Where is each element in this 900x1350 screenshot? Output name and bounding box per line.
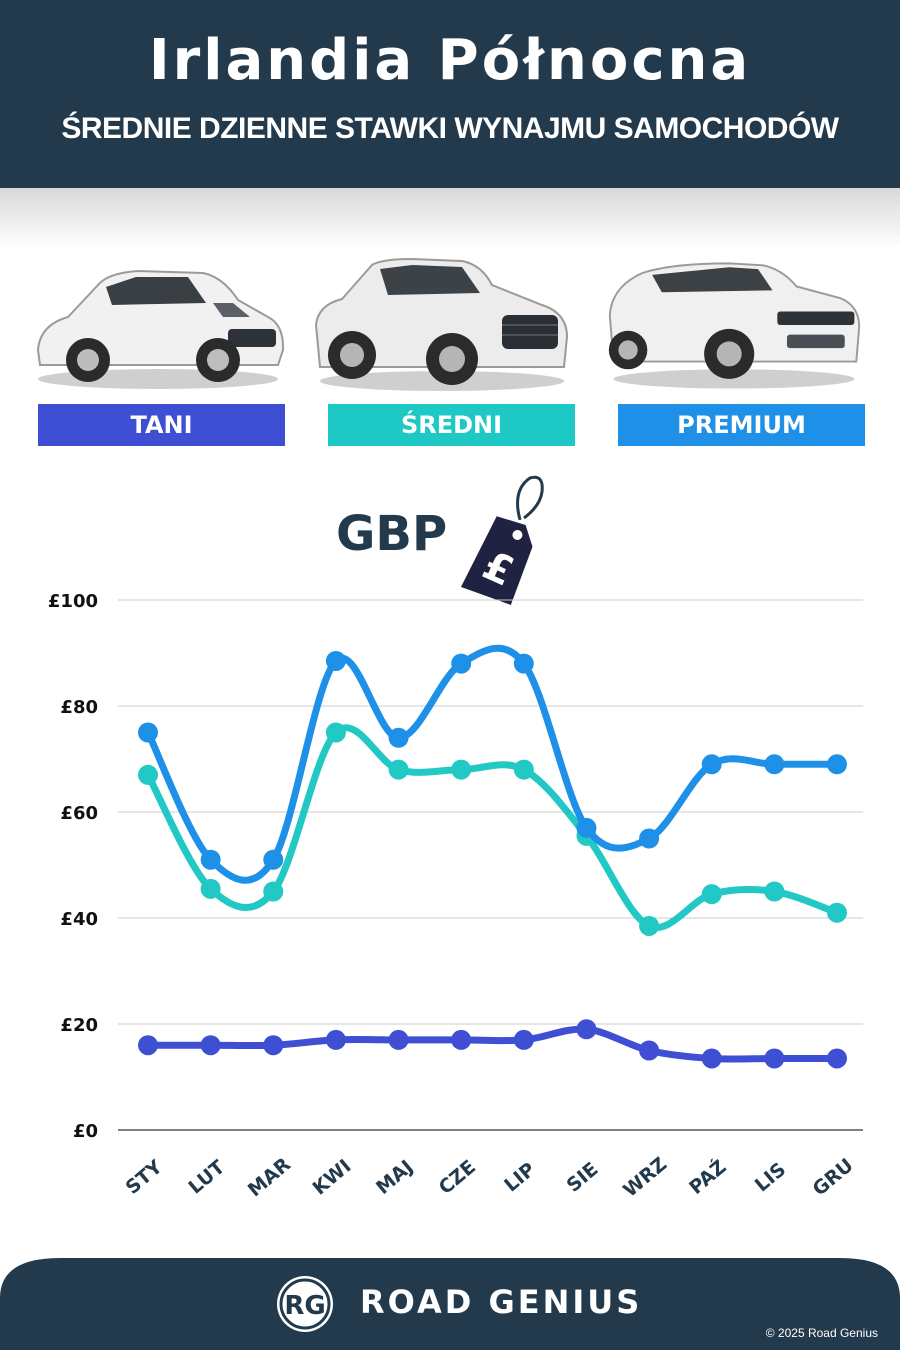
copyright-text: © 2025 Road Genius xyxy=(765,1326,878,1340)
series-line-tani xyxy=(144,1025,841,1063)
x-tick-label: MAR xyxy=(244,1153,295,1201)
data-point xyxy=(200,849,221,870)
logo-text: RG xyxy=(284,1291,325,1321)
category-badge-premium: PREMIUM xyxy=(618,404,865,446)
y-tick-label: £0 xyxy=(73,1121,98,1142)
data-point xyxy=(138,722,158,743)
x-tick-label: STY xyxy=(122,1156,167,1199)
x-tick-label: CZE xyxy=(435,1156,480,1199)
data-point xyxy=(513,1029,534,1050)
data-point xyxy=(138,764,158,785)
y-axis-labels: £0 £20 £40 £60 £80 £100 xyxy=(48,591,98,1142)
data-point xyxy=(388,727,409,748)
premium-suv-car-image xyxy=(608,262,861,389)
x-tick-label: LIP xyxy=(500,1158,540,1196)
data-point xyxy=(576,817,597,838)
price-tag-icon: £ xyxy=(456,475,544,609)
x-tick-label: LIS xyxy=(751,1158,790,1196)
data-point xyxy=(701,1048,722,1069)
data-point xyxy=(513,653,534,674)
data-point xyxy=(827,754,847,775)
brand-name: ROAD GENIUS xyxy=(360,1283,643,1321)
data-point xyxy=(325,650,346,671)
y-tick-label: £20 xyxy=(60,1015,98,1036)
data-point xyxy=(451,1029,472,1050)
category-label-premium: PREMIUM xyxy=(677,411,806,439)
data-point xyxy=(639,1040,660,1061)
page-subtitle: ŚREDNIE DZIENNE STAWKI WYNAJMU SAMOCHODÓ… xyxy=(61,112,839,145)
data-point xyxy=(325,722,346,743)
y-tick-label: £80 xyxy=(60,697,98,718)
data-point xyxy=(764,754,785,775)
data-point xyxy=(388,759,409,780)
chart-series xyxy=(138,644,847,1069)
data-point xyxy=(764,881,785,902)
data-point xyxy=(827,1048,847,1069)
data-point xyxy=(513,759,534,780)
data-point xyxy=(639,915,660,936)
x-axis-labels: STY LUT MAR KWI MAJ CZE LIP SIE WRZ PAŹ LIS GRU xyxy=(122,1153,858,1202)
data-point xyxy=(451,653,472,674)
data-point xyxy=(639,828,660,849)
suv-car-image xyxy=(314,257,569,391)
page-title: Irlandia Północna xyxy=(148,28,752,93)
category-badge-tani: TANI xyxy=(38,404,285,446)
header-shadow xyxy=(0,188,900,248)
x-tick-label: SIE xyxy=(563,1158,603,1197)
y-tick-label: £100 xyxy=(48,591,98,612)
data-point xyxy=(701,754,722,775)
data-point xyxy=(388,1029,409,1050)
x-tick-label: WRZ xyxy=(619,1153,671,1202)
data-point xyxy=(451,759,472,780)
chart-grid xyxy=(118,599,863,1131)
x-tick-label: KWI xyxy=(309,1155,356,1199)
currency-label: GBP xyxy=(336,506,448,562)
category-label-tani: TANI xyxy=(130,411,193,439)
y-tick-label: £60 xyxy=(60,803,98,824)
data-point xyxy=(576,1019,597,1040)
line-chart: £0 £20 £40 £60 £80 £100 STY LUT MAR KWI MAJ CZE LIP… xyxy=(48,591,863,1202)
data-point xyxy=(764,1048,785,1069)
data-point xyxy=(701,884,722,905)
data-point xyxy=(827,902,847,923)
x-tick-label: PAŹ xyxy=(685,1155,731,1199)
x-tick-label: GRU xyxy=(809,1154,858,1200)
y-tick-label: £40 xyxy=(60,909,98,930)
category-badge-sredni: ŚREDNI xyxy=(328,404,575,446)
category-label-sredni: ŚREDNI xyxy=(400,411,503,439)
data-point xyxy=(263,849,284,870)
x-tick-label: LUT xyxy=(184,1156,229,1198)
data-point xyxy=(325,1029,346,1050)
header-banner: Irlandia Północna ŚREDNIE DZIENNE STAWKI… xyxy=(0,0,900,188)
data-point xyxy=(138,1035,158,1056)
data-point xyxy=(263,1035,284,1056)
road-genius-logo-icon: RG xyxy=(277,1276,333,1332)
hatchback-car-image xyxy=(36,269,285,389)
footer-banner xyxy=(0,1258,900,1350)
data-point xyxy=(200,878,221,899)
x-tick-label: MAJ xyxy=(372,1156,417,1199)
data-point xyxy=(200,1035,221,1056)
data-point xyxy=(263,881,284,902)
